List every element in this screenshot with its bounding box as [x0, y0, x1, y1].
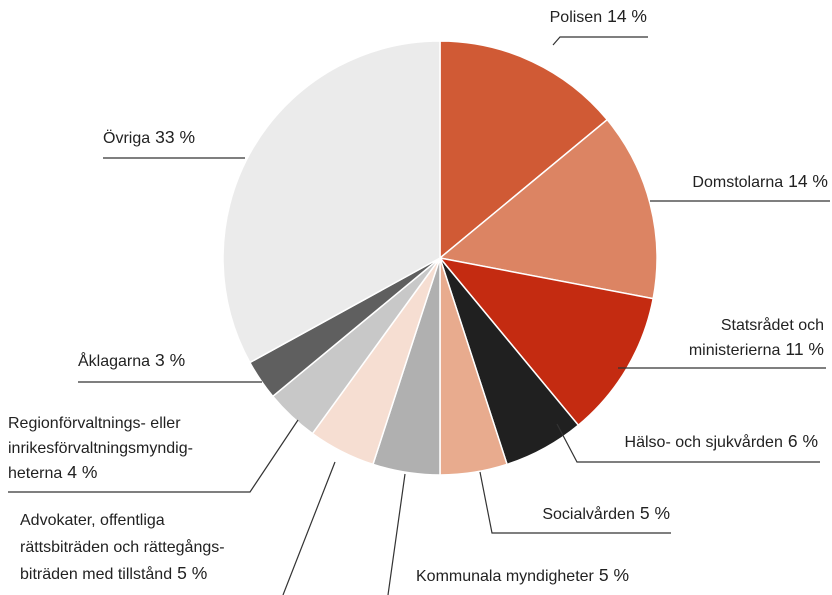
slice-label: Statsrådet och	[721, 316, 824, 334]
pie-slice	[439, 40, 609, 260]
label-text: Statsrådet och	[721, 316, 824, 334]
slice-label: inrikesförvaltningsmyndig-	[8, 440, 193, 457]
value-label: 5 %	[177, 563, 207, 583]
slice-label: Regionförvaltnings- eller	[8, 415, 181, 432]
slice-label: Hälso- och sjukvården 6 %	[625, 431, 818, 451]
slice-label: Socialvården 5 %	[542, 503, 670, 523]
label-text: Advokater, offentliga	[20, 512, 165, 529]
label-text: Övriga	[103, 129, 150, 147]
leader-line	[479, 471, 671, 534]
label-text: Åklagarna	[78, 351, 150, 370]
label-text: rättsbiträden och rättegångs-	[20, 538, 225, 556]
label-text: Hälso- och sjukvården	[625, 433, 783, 451]
value-label: 14 %	[607, 6, 647, 26]
slice-label: biträden med tillstånd 5 %	[20, 563, 207, 583]
label-text: inrikesförvaltningsmyndig-	[8, 440, 193, 457]
leader-line	[282, 461, 336, 595]
leader-line	[387, 473, 406, 595]
label-text: ministerierna	[689, 342, 781, 359]
slice-label: Advokater, offentliga	[20, 512, 165, 529]
value-label: 5 %	[599, 565, 629, 585]
label-text: biträden med tillstånd	[20, 565, 172, 583]
slice-label: rättsbiträden och rättegångs-	[20, 538, 225, 556]
label-text: Regionförvaltnings- eller	[8, 415, 181, 432]
value-label: 33 %	[155, 127, 195, 147]
label-text: Polisen	[550, 9, 602, 26]
slice-label: ministerierna 11 %	[689, 339, 824, 359]
slice-label: Övriga 33 %	[103, 127, 195, 147]
value-label: 3 %	[155, 350, 185, 370]
leader-line	[556, 423, 820, 463]
value-label: 4 %	[67, 462, 97, 482]
label-text: Domstolarna	[692, 174, 783, 191]
leader-line	[8, 419, 299, 493]
slice-label: Polisen 14 %	[550, 6, 647, 26]
value-label: 11 %	[785, 339, 824, 359]
slice-label: heterna 4 %	[8, 462, 97, 482]
slice-label: Kommunala myndigheter 5 %	[416, 565, 629, 585]
value-label: 6 %	[788, 431, 818, 451]
label-text: heterna	[8, 465, 62, 482]
slice-label: Åklagarna 3 %	[78, 350, 185, 370]
label-text: Socialvården	[542, 505, 635, 523]
slice-label: Domstolarna 14 %	[692, 171, 828, 191]
leader-line	[552, 36, 648, 46]
pie-slice	[438, 118, 658, 300]
value-label: 5 %	[640, 503, 670, 523]
label-text: Kommunala myndigheter	[416, 568, 595, 585]
pie-slice	[222, 40, 441, 364]
value-label: 14 %	[788, 171, 828, 191]
